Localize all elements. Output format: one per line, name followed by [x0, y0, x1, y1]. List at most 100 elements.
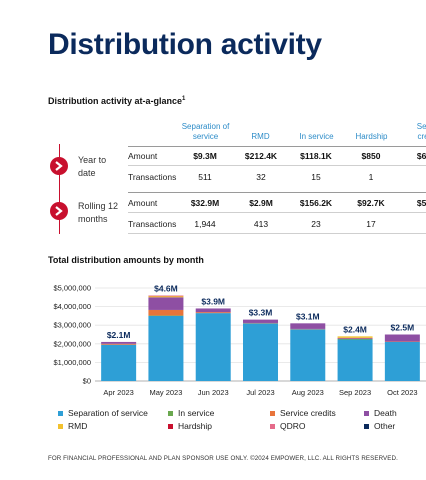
- cell-value: $2.9M: [249, 198, 273, 208]
- y-tick-label: $5,000,000: [53, 284, 91, 293]
- group-label: Year to date: [78, 155, 107, 178]
- bar-total-label: $2.1M: [107, 330, 131, 340]
- bar-segment: [148, 315, 184, 381]
- chart-svg: $0 $1,000,000 $2,000,000 $3,000,000 $4,000,0…: [53, 283, 426, 397]
- legend-item: Death: [364, 408, 397, 418]
- y-tick-label: $3,000,000: [53, 321, 91, 330]
- bar-segment: [101, 343, 137, 345]
- row-label-amount: Amount: [128, 151, 158, 161]
- bar-segment: [195, 313, 231, 381]
- bar-segment: [195, 308, 231, 313]
- bar-segment: [290, 323, 326, 329]
- bar-total-label: $4.6M: [154, 283, 178, 293]
- cell-value: 15: [311, 172, 321, 182]
- bar-segment: [148, 296, 184, 298]
- x-tick-label: Aug 2023: [292, 388, 324, 397]
- cell-value: $92.7K: [357, 198, 385, 208]
- distribution-summary-table: Separation of service RMD In service Hard…: [48, 122, 426, 234]
- x-tick-label: Jun 2023: [198, 388, 229, 397]
- x-tick-label: Jul 2023: [246, 388, 274, 397]
- divider: [128, 212, 426, 213]
- legend-label: Death: [374, 408, 397, 418]
- y-tick-label: $4,000,000: [53, 302, 91, 311]
- legend-label: QDRO: [280, 421, 306, 431]
- legend-item: QDRO: [270, 421, 306, 431]
- divider: [128, 146, 426, 147]
- cell-value: 413: [253, 219, 269, 229]
- bar-total-label: $3.9M: [201, 296, 225, 306]
- cell-value: 1: [368, 172, 374, 182]
- chart-title: Total distribution amounts by month: [48, 255, 204, 265]
- bar-segment: [337, 339, 373, 381]
- cell-value: $156.2K: [299, 198, 333, 208]
- bar-segment: [148, 297, 184, 310]
- legend-label: Separation of service: [68, 408, 148, 418]
- cell-value: 8: [416, 172, 426, 182]
- bar-total-label: $3.3M: [249, 308, 273, 318]
- page-title: Distribution activity: [48, 28, 322, 61]
- bar-segment: [243, 319, 278, 323]
- distribution-bar-chart: $0 $1,000,000 $2,000,000 $3,000,000 $4,000,0…: [40, 278, 426, 404]
- legend-label: Service credits: [280, 408, 336, 418]
- legend-item: Separation of service: [58, 408, 148, 418]
- legend-item: RMD: [58, 421, 87, 431]
- legend-label: Other: [374, 421, 396, 431]
- legend-item: In service: [168, 408, 214, 418]
- legend-label: In service: [178, 408, 215, 418]
- column-header-separation: Separation of service: [181, 122, 230, 141]
- cell-value: 17: [366, 219, 376, 229]
- glance-title: Distribution activity at-a-glance1: [48, 96, 186, 106]
- bar-segment: [101, 341, 137, 344]
- bar-segment: [243, 323, 278, 381]
- group-year-to-date: Year to date Amount $9.3M $212.4K $118.1K…: [48, 144, 426, 186]
- legend-swatch: [168, 423, 173, 429]
- bar-segment: [384, 341, 420, 381]
- row-label-transactions: Transactions: [128, 219, 177, 229]
- legend-swatch: [364, 410, 369, 416]
- bar-total-label: $3.1M: [296, 311, 320, 321]
- cell-value: 23: [311, 219, 321, 229]
- legend-swatch: [270, 423, 275, 429]
- cell-value: $66: [416, 151, 426, 161]
- bar-segment: [290, 329, 326, 381]
- column-header-hardship: Hardship: [355, 132, 388, 141]
- chevron-right-icon: [50, 157, 68, 175]
- legend-label: Hardship: [178, 421, 213, 431]
- divider: [128, 192, 426, 193]
- chevron-right-icon: [50, 202, 68, 220]
- timeline-line: [59, 144, 60, 234]
- x-tick-label: May 2023: [149, 388, 182, 397]
- bar-total-label: $2.4M: [343, 324, 367, 334]
- bar-segment: [337, 337, 373, 339]
- cell-value: 4: [416, 219, 426, 229]
- bar-total-label: $2.5M: [391, 323, 415, 333]
- legend-label: RMD: [68, 421, 88, 431]
- row-label-amount: Amount: [128, 198, 158, 208]
- bar-segment: [337, 336, 373, 338]
- x-tick-label: Apr 2023: [103, 388, 133, 397]
- group-label: Rolling 12 months: [78, 201, 119, 224]
- cell-value: 1,944: [194, 219, 216, 229]
- legend-swatch: [168, 410, 173, 416]
- legend-swatch: [58, 410, 63, 416]
- legend-swatch: [364, 423, 369, 429]
- x-tick-label: Oct 2023: [387, 388, 417, 397]
- bar-segment: [195, 312, 231, 314]
- legend-swatch: [270, 410, 275, 416]
- row-label-transactions: Transactions: [128, 172, 177, 182]
- column-header-service-credits: Sercre: [416, 122, 426, 141]
- y-tick-label: $0: [83, 377, 91, 386]
- cell-value: $850: [361, 151, 381, 161]
- bar-segment: [148, 309, 184, 316]
- legend-item: Hardship: [168, 421, 212, 431]
- x-tick-label: Sep 2023: [339, 388, 371, 397]
- divider: [128, 233, 426, 234]
- bar-segment: [337, 338, 373, 340]
- bar-segment: [384, 334, 420, 342]
- column-header-rmd: RMD: [251, 132, 270, 141]
- y-tick-label: $1,000,000: [53, 358, 91, 367]
- legend-item: Service credits: [270, 408, 336, 418]
- y-tick-label: $2,000,000: [53, 339, 91, 348]
- column-header-in-service: In service: [299, 132, 334, 141]
- bar-segment: [101, 344, 137, 381]
